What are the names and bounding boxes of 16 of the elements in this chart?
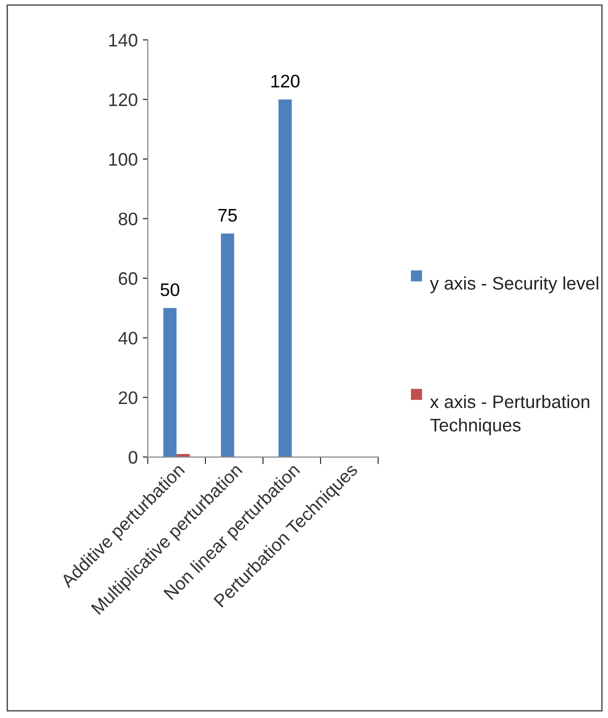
y-tick-label: 20: [118, 391, 138, 404]
legend-label: x axis - Perturbation Techniques: [430, 394, 590, 436]
legend-label: y axis - Security level: [430, 276, 598, 294]
data-label: 50: [160, 283, 180, 296]
y-tick-label: 40: [118, 332, 138, 345]
y-tick-label: 80: [118, 212, 138, 226]
bar: [278, 99, 292, 458]
y-tick-label: 0: [128, 450, 138, 464]
data-label: 75: [218, 209, 237, 222]
y-tick-label: 120: [109, 93, 138, 106]
y-tick-label: 60: [118, 272, 138, 285]
y-tick-label: 100: [109, 152, 138, 166]
data-label: 120: [271, 74, 300, 88]
y-tick-label: 140: [109, 34, 138, 47]
bar: [220, 234, 234, 458]
bar: [163, 308, 177, 458]
